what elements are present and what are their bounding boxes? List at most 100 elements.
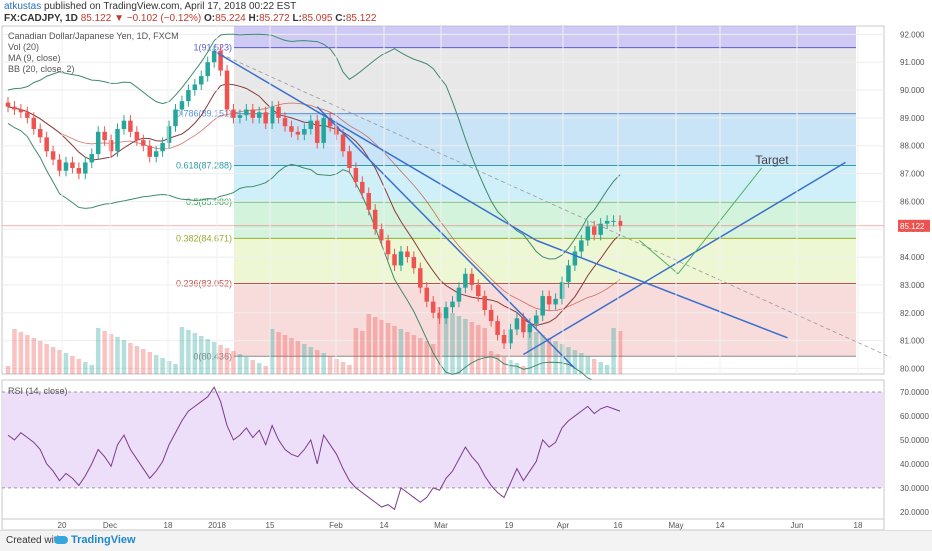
volume-bar <box>553 341 558 374</box>
candle-body <box>553 298 558 305</box>
candle-body <box>25 112 30 118</box>
volume-bar <box>546 338 552 374</box>
volume-bar <box>495 354 500 374</box>
volume-bar <box>256 363 262 374</box>
target-projection-down <box>638 239 679 275</box>
y-tick-label: 88.000 <box>900 142 925 151</box>
fib-label-5: 0.236(83.052) <box>176 278 232 288</box>
candle-body <box>5 102 11 107</box>
volume-bar <box>269 329 275 374</box>
x-tick-label: 18 <box>854 521 863 530</box>
publish-line: atkustas published on TradingView.com, A… <box>4 1 296 13</box>
volume-bar <box>115 337 120 374</box>
brand-name: TradingView <box>71 534 136 546</box>
y-tick-label: 84.000 <box>900 253 925 262</box>
candle-body <box>102 131 107 141</box>
candle-body <box>211 51 217 63</box>
candle-body <box>308 120 314 130</box>
candle-body <box>192 84 198 91</box>
candle-body <box>366 193 372 210</box>
rsi-tick-label: 70.0000 <box>900 388 929 397</box>
y-tick-label: 86.000 <box>900 197 925 206</box>
candle-body <box>121 120 127 130</box>
volume-bar <box>166 361 172 374</box>
candle-body <box>334 126 339 135</box>
downtrend-line-upper <box>213 50 537 242</box>
volume-bar <box>199 336 204 374</box>
candle-body <box>314 120 320 143</box>
candle-body <box>50 151 56 160</box>
volume-bar <box>611 328 616 374</box>
volume-bar <box>334 359 339 374</box>
candle-body <box>147 145 152 157</box>
volume-bar <box>224 348 230 374</box>
dashed-trend-line <box>213 50 891 358</box>
volume-bar <box>244 357 249 374</box>
price-pane[interactable]: 1(91.523) 0.786(89.151) 0.618(87.288) 0.5(8… <box>1 25 930 388</box>
rsi-line <box>7 386 621 511</box>
candle-body <box>572 251 578 266</box>
volume-bar <box>89 365 95 374</box>
candle-body <box>63 162 69 171</box>
volume-bar <box>192 333 198 374</box>
volume-bar <box>598 362 603 374</box>
candle-body <box>424 287 429 302</box>
volume-bar <box>572 350 578 374</box>
fib-zone-3 <box>234 201 856 239</box>
open-value: 85.224 <box>215 13 246 24</box>
volume-bar <box>405 332 410 374</box>
tradingview-logo[interactable]: TradingView <box>54 534 136 546</box>
volume-bar <box>617 331 623 374</box>
candle-body <box>231 109 236 118</box>
candle-body <box>199 76 204 85</box>
volume-bar <box>160 358 165 374</box>
y-tick-label: 83.000 <box>900 281 925 290</box>
legend-ma: MA (9, close) <box>8 53 61 63</box>
candle-body <box>476 284 481 297</box>
time-axis[interactable]: 20 Dec 18 2018 15 Feb 14 Mar 19 Apr 16 May 14 Jun 18 <box>1 518 885 530</box>
candle-body <box>31 117 37 130</box>
volume-bar <box>579 353 584 374</box>
volume-bar <box>308 347 314 374</box>
x-tick-label: 19 <box>505 521 514 530</box>
volume-bar <box>514 363 520 374</box>
rsi-tick-label: 30.0000 <box>900 484 929 493</box>
candle-body <box>115 129 120 152</box>
legend-vol: Vol (20) <box>8 42 39 52</box>
rsi-legend: RSI (14, close) <box>8 386 68 396</box>
candle-body <box>83 162 88 174</box>
candle-body <box>508 329 513 344</box>
candle-body <box>418 268 423 288</box>
volume-bar <box>12 329 17 374</box>
candle-body <box>289 126 294 132</box>
candle-body <box>340 134 346 152</box>
candle-body <box>256 112 262 118</box>
candle-body <box>12 106 17 110</box>
x-tick-label: 16 <box>614 521 623 530</box>
rsi-pane[interactable]: 70.0000 60.0000 50.0000 40.0000 30.0000 20.00… <box>1 379 929 520</box>
volume-bar <box>411 335 417 374</box>
chart-canvas[interactable]: 1(91.523) 0.786(89.151) 0.618(87.288) 0.5(8… <box>0 24 932 530</box>
fib-zone-2 <box>234 165 856 202</box>
candle-body <box>347 151 352 168</box>
candle-body <box>495 321 500 336</box>
candle-body <box>134 131 140 141</box>
volume-bar <box>302 344 307 374</box>
x-tick-label: Dec <box>103 521 117 530</box>
author-link[interactable]: atkustas <box>4 1 42 12</box>
rsi-tick-label: 40.0000 <box>900 460 929 469</box>
y-tick-label: 82.000 <box>900 309 925 318</box>
volume-bar <box>604 365 610 374</box>
volume-bar <box>153 355 159 374</box>
candle-body <box>89 154 95 163</box>
rsi-tick-label: 50.0000 <box>900 436 929 445</box>
volume-bar <box>218 345 223 374</box>
candle-body <box>617 220 623 226</box>
volume-bar <box>31 338 37 374</box>
candle-body <box>95 131 101 155</box>
x-tick-label: Jun <box>791 521 804 530</box>
volume-bar <box>237 354 243 374</box>
x-tick-label: 14 <box>716 521 725 530</box>
volume-bar <box>63 353 69 374</box>
time-axis-frame <box>1 518 885 530</box>
